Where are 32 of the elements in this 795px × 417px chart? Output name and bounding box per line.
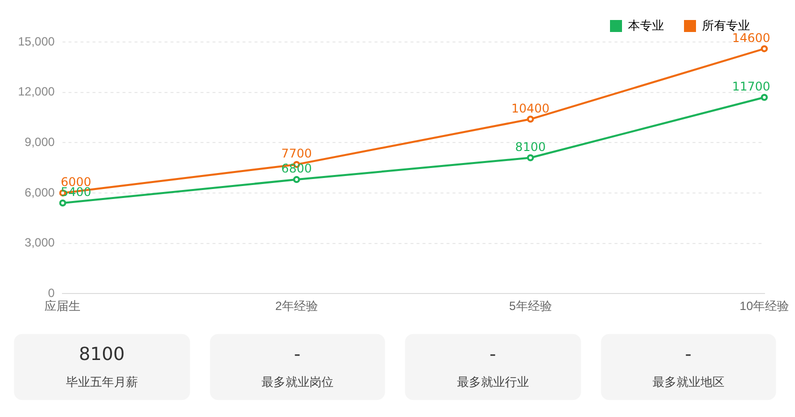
text: 最多就业行业 [456, 374, 530, 391]
data-label: 8100 [515, 140, 546, 154]
point [293, 176, 300, 184]
y-tick-label: 12,000 [18, 84, 56, 99]
data-label: 7700 [281, 146, 312, 161]
text: - [293, 344, 302, 367]
text: - [684, 344, 692, 367]
point [526, 116, 534, 123]
data-label: 6800 [281, 162, 312, 176]
data-label: 11700 [732, 79, 770, 94]
point [526, 154, 534, 162]
x-tick-label: 5年经验 [509, 299, 552, 314]
y-tick-label: 9,000 [24, 134, 56, 149]
data-label: 10400 [511, 101, 550, 116]
text: 最多就业岗位 [260, 374, 334, 391]
point [59, 200, 66, 207]
text: 8100 [78, 344, 126, 367]
text: 毕业五年月薪 [64, 374, 139, 391]
legend-label: 本专业 [628, 18, 664, 32]
text: 最多就业地区 [651, 374, 726, 391]
text: - [488, 344, 497, 367]
x-tick-label: 2年经验 [275, 299, 318, 314]
y-tick-label: 3,000 [24, 236, 56, 250]
y-tick-label: 6,000 [24, 185, 56, 200]
point [760, 45, 768, 52]
data-label: 14600 [732, 30, 770, 45]
x-tick-label: 应届生 [44, 299, 81, 314]
y-tick-label: 0 [48, 286, 56, 300]
point [760, 94, 768, 101]
legend-label: 所有专业 [702, 18, 750, 32]
x-tick-label: 10年经验 [740, 299, 790, 314]
y-tick-label: 15,000 [18, 34, 56, 48]
